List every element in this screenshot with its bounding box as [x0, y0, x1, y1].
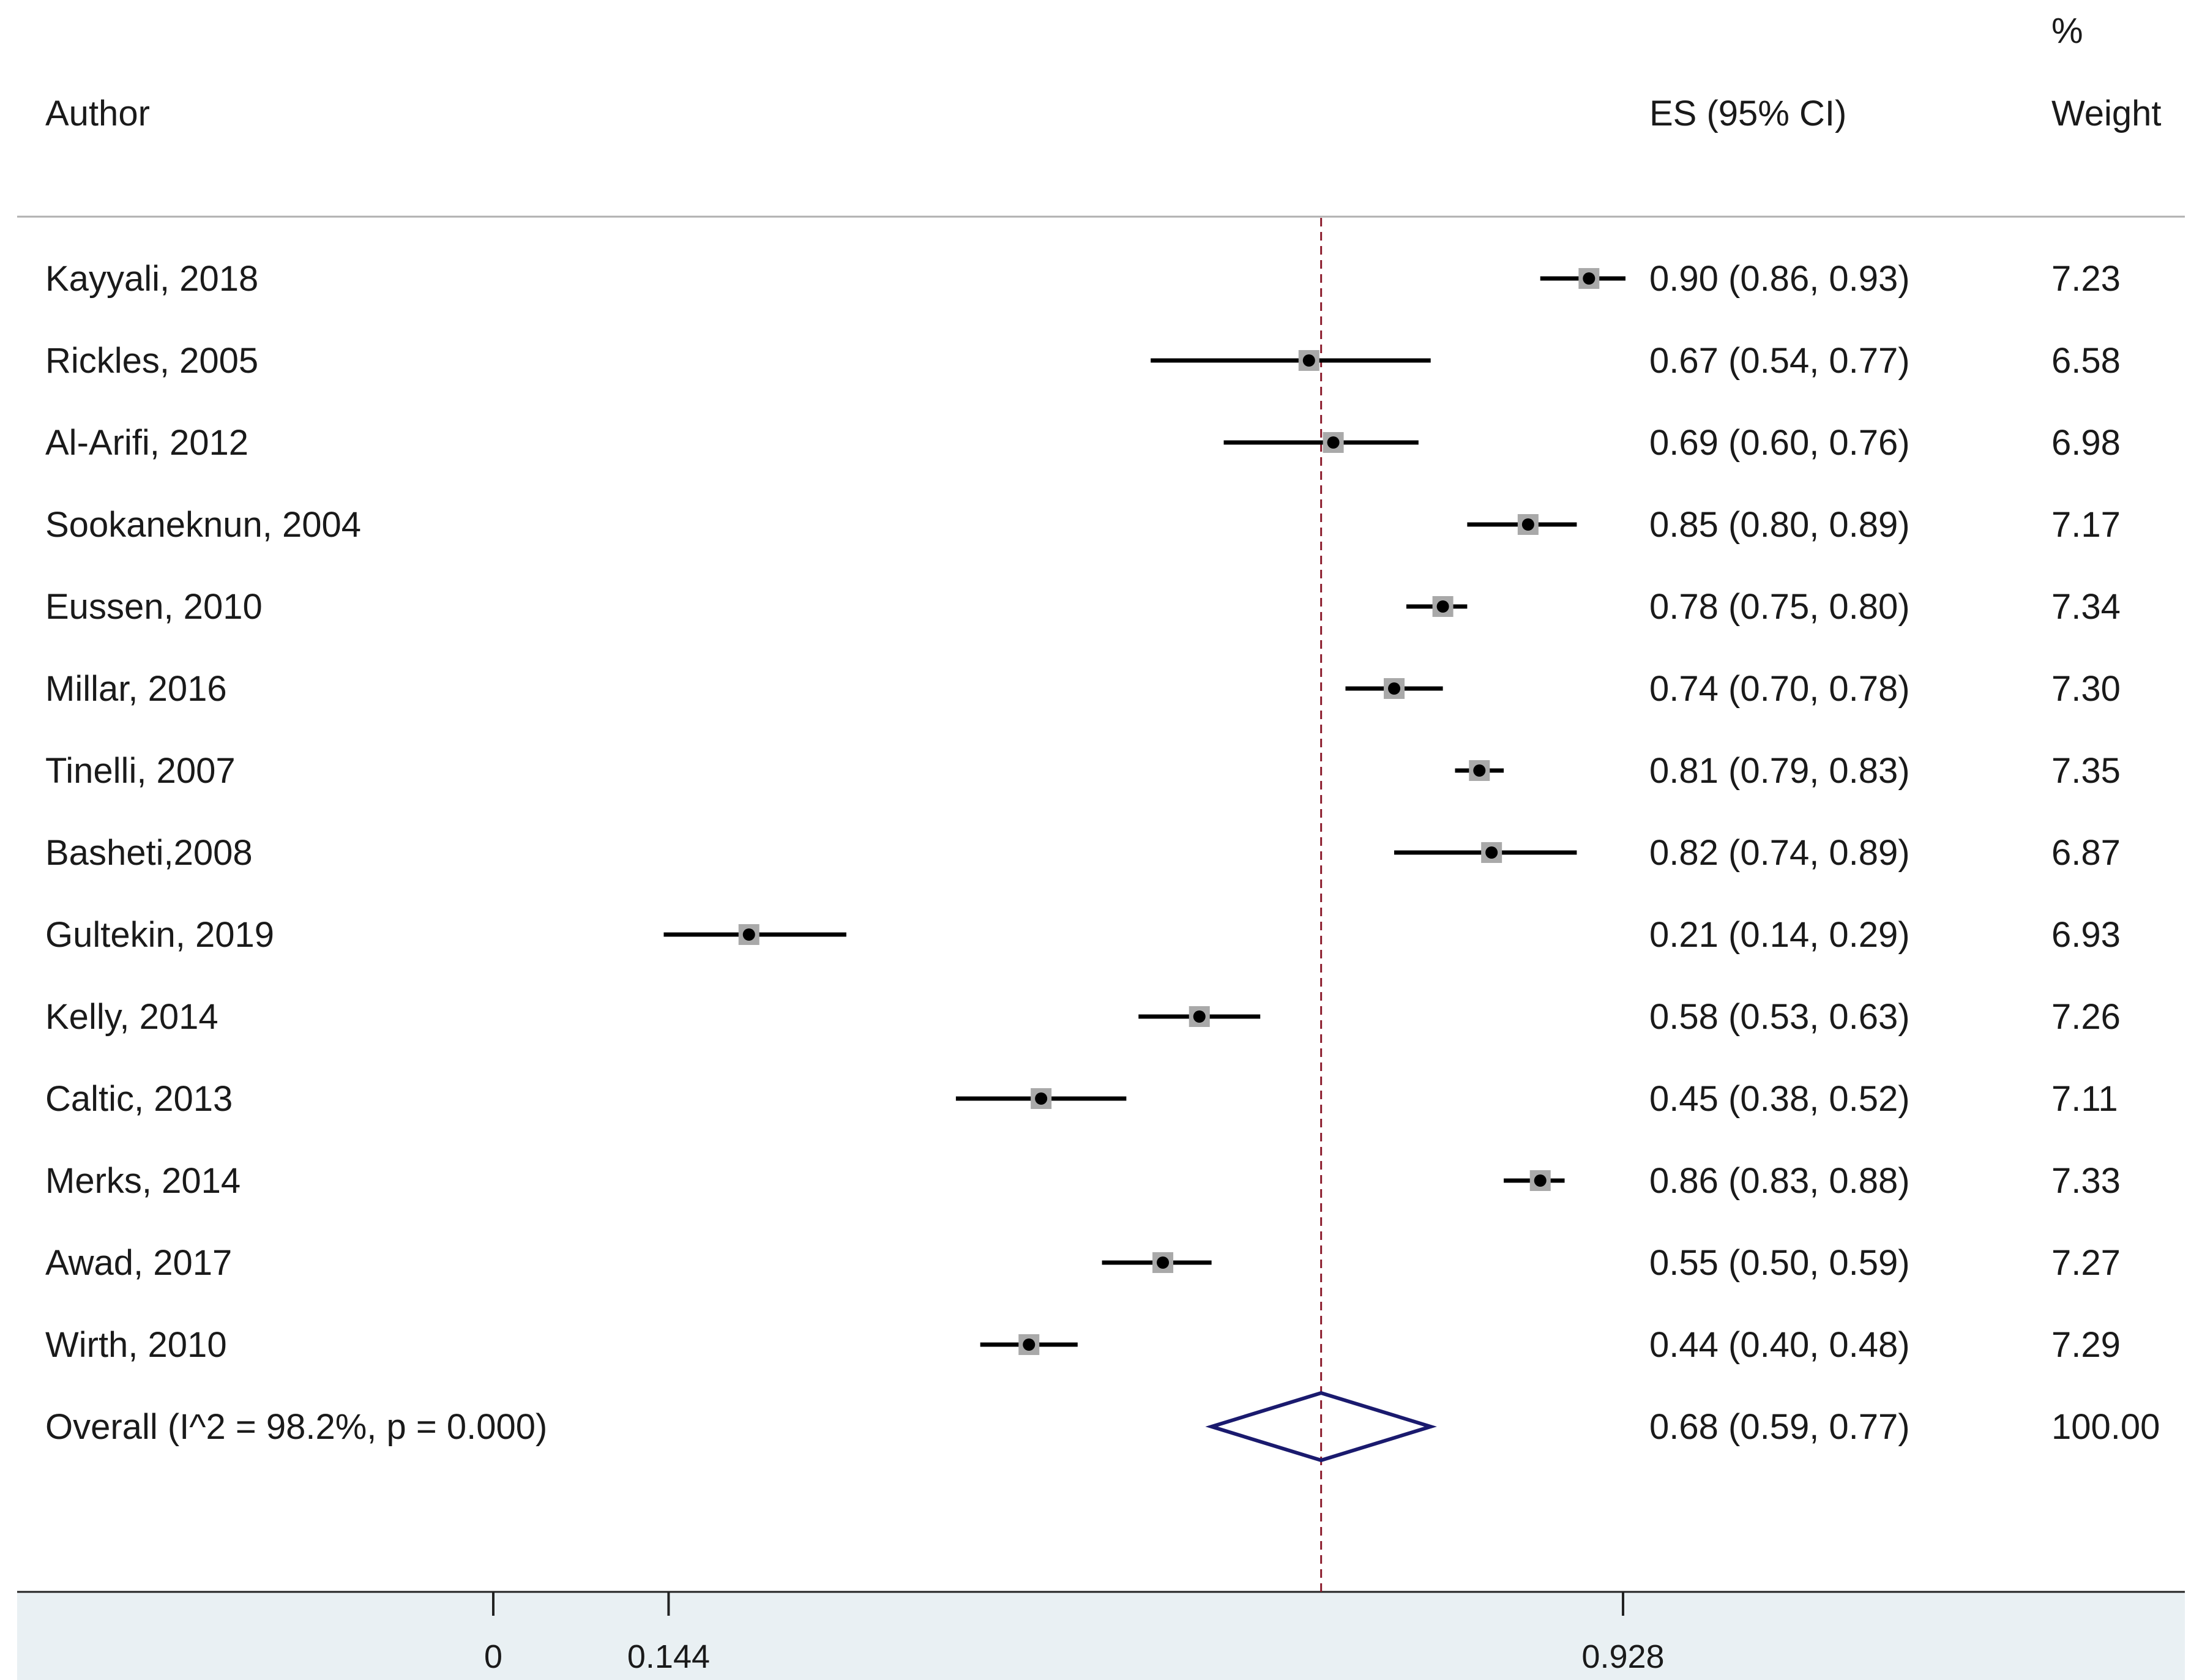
study-row: Rickles, 2005 0.67 (0.54, 0.77) 6.58: [45, 341, 2121, 381]
overall-diamond: [1205, 1391, 1437, 1463]
study-es: 0.21 (0.14, 0.29): [1649, 915, 1910, 955]
study-weight: 7.29: [2051, 1325, 2121, 1365]
header-author: Author: [45, 94, 150, 133]
study-row: Kayyali, 2018 0.90 (0.86, 0.93) 7.23: [45, 259, 2121, 299]
study-es: 0.82 (0.74, 0.89): [1649, 833, 1910, 873]
study-author: Wirth, 2010: [45, 1325, 227, 1365]
study-weight: 6.98: [2051, 423, 2121, 463]
study-author: Sookaneknun, 2004: [45, 505, 361, 545]
x-tick-label: 0: [484, 1638, 502, 1675]
point-estimate: [1485, 846, 1498, 859]
study-weight: 7.35: [2051, 751, 2121, 791]
study-es: 0.86 (0.83, 0.88): [1649, 1161, 1910, 1201]
study-weight: 7.33: [2051, 1161, 2121, 1201]
study-row: Kelly, 2014 0.58 (0.53, 0.63) 7.26: [45, 997, 2121, 1037]
study-es: 0.85 (0.80, 0.89): [1649, 505, 1910, 545]
study-es: 0.90 (0.86, 0.93): [1649, 259, 1910, 299]
study-es: 0.74 (0.70, 0.78): [1649, 669, 1910, 709]
study-row: Millar, 2016 0.74 (0.70, 0.78) 7.30: [45, 669, 2121, 709]
study-author: Awad, 2017: [45, 1243, 232, 1283]
point-estimate: [1035, 1092, 1048, 1105]
point-estimate: [1327, 436, 1340, 449]
x-tick-label: 0.928: [1581, 1638, 1664, 1675]
study-es: 0.44 (0.40, 0.48): [1649, 1325, 1910, 1365]
study-row: Caltic, 2013 0.45 (0.38, 0.52) 7.11: [45, 1079, 2118, 1119]
overall-es: 0.68 (0.59, 0.77): [1649, 1407, 1910, 1447]
study-es: 0.45 (0.38, 0.52): [1649, 1079, 1910, 1119]
study-weight: 7.30: [2051, 669, 2121, 709]
point-estimate: [1583, 272, 1596, 285]
point-estimate: [1436, 600, 1449, 613]
overall-weight: 100.00: [2051, 1407, 2160, 1447]
study-row: Tinelli, 2007 0.81 (0.79, 0.83) 7.35: [45, 751, 2121, 791]
study-author: Caltic, 2013: [45, 1079, 233, 1119]
point-estimate: [1193, 1010, 1206, 1023]
point-estimate: [1534, 1174, 1547, 1187]
overall-label: Overall (I^2 = 98.2%, p = 0.000): [45, 1407, 547, 1447]
study-row: Gultekin, 2019 0.21 (0.14, 0.29) 6.93: [45, 915, 2121, 955]
study-weight: 7.26: [2051, 997, 2121, 1037]
study-rows: Kayyali, 2018 0.90 (0.86, 0.93) 7.23 Rickle…: [45, 259, 2121, 1365]
study-es: 0.67 (0.54, 0.77): [1649, 341, 1910, 381]
header-weight: Weight: [2051, 94, 2161, 133]
study-weight: 7.11: [2051, 1079, 2118, 1119]
point-estimate: [742, 928, 755, 941]
point-estimate: [1157, 1256, 1170, 1269]
study-es: 0.78 (0.75, 0.80): [1649, 587, 1910, 627]
study-weight: 7.27: [2051, 1243, 2121, 1283]
study-author: Eussen, 2010: [45, 587, 263, 627]
study-author: Merks, 2014: [45, 1161, 241, 1201]
study-author: Kayyali, 2018: [45, 259, 258, 299]
point-estimate: [1023, 1338, 1036, 1351]
study-row: Al-Arifi, 2012 0.69 (0.60, 0.76) 6.98: [45, 423, 2121, 463]
x-tick-label: 0.144: [627, 1638, 710, 1675]
study-author: Rickles, 2005: [45, 341, 258, 381]
study-author: Basheti,2008: [45, 833, 253, 873]
x-axis-ticks: 0 0.144 0.928: [484, 1592, 1665, 1675]
point-estimate: [1473, 764, 1486, 777]
overall-row: Overall (I^2 = 98.2%, p = 0.000) 0.68 (0.…: [45, 1391, 2160, 1463]
study-author: Millar, 2016: [45, 669, 227, 709]
study-es: 0.58 (0.53, 0.63): [1649, 997, 1910, 1037]
study-weight: 7.34: [2051, 587, 2121, 627]
study-author: Tinelli, 2007: [45, 751, 236, 791]
study-row: Wirth, 2010 0.44 (0.40, 0.48) 7.29: [45, 1325, 2121, 1365]
point-estimate: [1302, 354, 1315, 367]
study-author: Al-Arifi, 2012: [45, 423, 248, 463]
point-estimate: [1388, 682, 1401, 695]
point-estimate: [1521, 518, 1534, 531]
study-es: 0.55 (0.50, 0.59): [1649, 1243, 1910, 1283]
study-row: Basheti,2008 0.82 (0.74, 0.89) 6.87: [45, 833, 2121, 873]
study-weight: 6.58: [2051, 341, 2121, 381]
study-weight: 6.93: [2051, 915, 2121, 955]
study-author: Kelly, 2014: [45, 997, 218, 1037]
header-es: ES (95% CI): [1649, 94, 1846, 133]
study-row: Awad, 2017 0.55 (0.50, 0.59) 7.27: [45, 1243, 2121, 1283]
header-weight-pct: %: [2051, 11, 2083, 51]
study-row: Sookaneknun, 2004 0.85 (0.80, 0.89) 7.17: [45, 505, 2121, 545]
axis-band: [17, 1592, 2185, 1680]
study-row: Merks, 2014 0.86 (0.83, 0.88) 7.33: [45, 1161, 2121, 1201]
study-es: 0.81 (0.79, 0.83): [1649, 751, 1910, 791]
study-weight: 6.87: [2051, 833, 2121, 873]
study-row: Eussen, 2010 0.78 (0.75, 0.80) 7.34: [45, 587, 2121, 627]
study-author: Gultekin, 2019: [45, 915, 274, 955]
study-weight: 7.17: [2051, 505, 2121, 545]
study-es: 0.69 (0.60, 0.76): [1649, 423, 1910, 463]
study-weight: 7.23: [2051, 259, 2121, 299]
